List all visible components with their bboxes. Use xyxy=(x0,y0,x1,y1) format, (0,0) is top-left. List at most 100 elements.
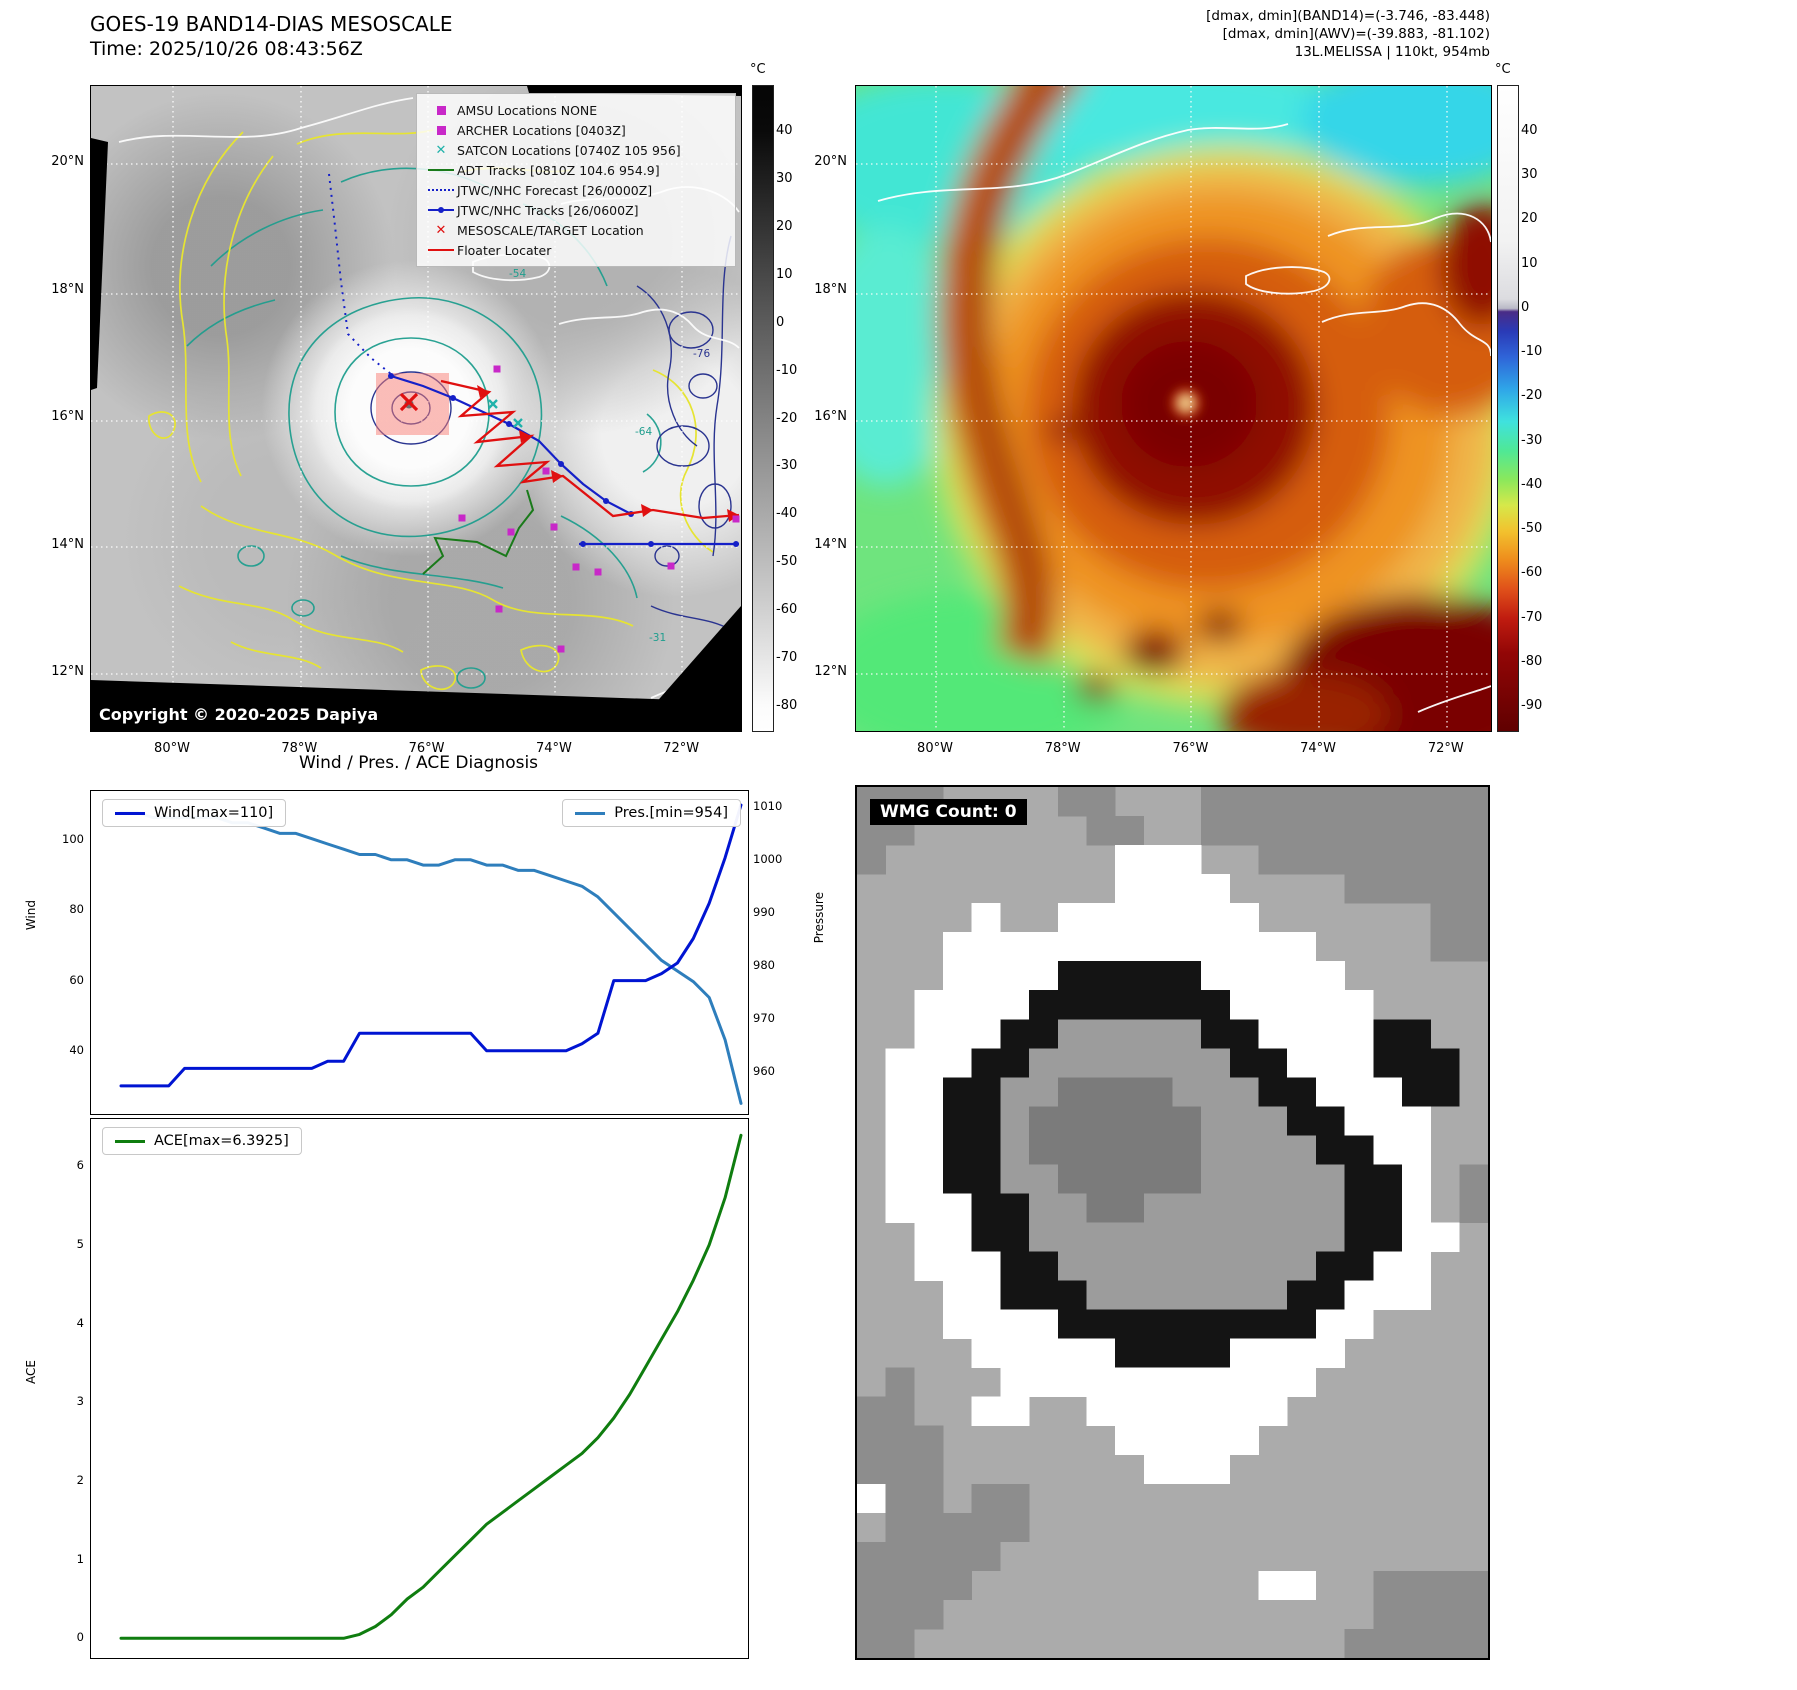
panel1-time: Time: 2025/10/26 08:43:56Z xyxy=(90,38,363,60)
jtwc-forecast-line xyxy=(328,173,392,375)
colorbar2-tick: -70 xyxy=(1521,609,1543,625)
ace-ytick: 2 xyxy=(76,1472,84,1487)
colorbar2-tick: -60 xyxy=(1521,565,1543,581)
ace-ytick: 4 xyxy=(76,1315,84,1330)
ace-line-icon xyxy=(115,1139,145,1143)
legend-label: ADT Tracks [0810Z 104.6 954.9] xyxy=(457,162,660,178)
legend-label: AMSU Locations NONE xyxy=(457,102,598,118)
series-line xyxy=(119,1133,743,1640)
colorbar1-tick: -60 xyxy=(776,602,798,618)
coastlines xyxy=(877,123,1491,713)
panel2-lon-tick: 74°W xyxy=(1300,741,1337,756)
panel2-lat-tick: 16°N xyxy=(814,409,847,424)
ace-ytick: 6 xyxy=(76,1158,84,1173)
pressure-legend-label: Pres.[min=954] xyxy=(614,805,728,821)
charts-title: Wind / Pres. / ACE Diagnosis xyxy=(298,753,539,773)
wind-legend-label: Wind[max=110] xyxy=(154,805,274,821)
panel1-lat-tick: 16°N xyxy=(51,409,84,424)
series-line xyxy=(119,803,743,1088)
panel1-lon-tick: 76°W xyxy=(408,741,445,756)
legend-label: MESOSCALE/TARGET Location xyxy=(457,222,644,238)
legend-label: SATCON Locations [0740Z 105 956] xyxy=(457,142,681,158)
red-x-icon: ✕ xyxy=(435,222,447,238)
wind-ytick: 80 xyxy=(69,902,84,917)
wind-ytick: 40 xyxy=(69,1042,84,1057)
legend-item-floater: Floater Locater xyxy=(425,240,727,260)
wind-axis-label: Wind xyxy=(24,900,38,931)
panel1-title: GOES-19 BAND14-DIAS MESOSCALE xyxy=(90,12,453,36)
pressure-line-icon xyxy=(575,811,606,815)
wind-ytick: 60 xyxy=(69,972,84,987)
panel1-satellite-map: AMSU Locations NONE ARCHER Locations [04… xyxy=(90,85,742,732)
panel2-lon-tick: 76°W xyxy=(1172,741,1209,756)
adt-track-line xyxy=(422,489,535,575)
pressure-ytick: 980 xyxy=(753,957,775,972)
ace-legend-label: ACE[max=6.3925] xyxy=(154,1133,289,1149)
colorbar1-tick: 20 xyxy=(776,218,793,234)
magenta-square-icon xyxy=(425,105,457,115)
colorbar1-tick: 0 xyxy=(776,314,785,330)
ace-ytick: 1 xyxy=(76,1551,84,1566)
magenta-square-icon xyxy=(425,125,457,135)
colorbar2-tick: 30 xyxy=(1521,167,1538,183)
colorbar2-tick: 40 xyxy=(1521,123,1538,138)
legend-label: Floater Locater xyxy=(457,242,552,258)
colorbar1-tick: -30 xyxy=(776,458,798,474)
colorbar2-tick: -90 xyxy=(1521,697,1543,713)
panel2-lon-tick: 72°W xyxy=(1427,741,1464,756)
legend-item-amsu: AMSU Locations NONE xyxy=(425,100,727,120)
colorbar2-tick: 20 xyxy=(1521,211,1538,227)
pressure-ytick: 990 xyxy=(753,904,775,919)
floater-arrowheads xyxy=(477,385,739,522)
colorbar2-tick: 0 xyxy=(1521,299,1530,315)
panel2-ir-color-map xyxy=(855,85,1492,732)
colorbar1-tick: -50 xyxy=(776,554,798,570)
panel2-header-line3: 13L.MELISSA | 110kt, 954mb xyxy=(1294,44,1490,60)
wmg-count-badge: WMG Count: 0 xyxy=(870,799,1027,825)
colorbar1-tick: 30 xyxy=(776,170,793,186)
wmg-pixel-grid xyxy=(857,787,1488,1658)
teal-contours xyxy=(186,167,662,689)
panel2-lat-tick: 14°N xyxy=(814,536,847,552)
panel2-colorbar xyxy=(1497,85,1519,732)
blue-dot-line-icon xyxy=(425,207,457,213)
hurricane-eye xyxy=(1171,388,1201,418)
ace-ytick: 5 xyxy=(76,1236,84,1251)
wind-pressure-chart xyxy=(90,790,749,1115)
track-overlays xyxy=(328,173,740,653)
colorbar2-tick: -30 xyxy=(1521,432,1543,448)
panel2-lon-tick: 78°W xyxy=(1044,741,1081,756)
panel1-legend: AMSU Locations NONE ARCHER Locations [04… xyxy=(416,93,736,267)
copyright-text: Copyright © 2020-2025 Dapiya xyxy=(99,705,379,724)
colorbar2-tick: 10 xyxy=(1521,255,1538,271)
colorbar1-tick: 40 xyxy=(776,123,793,138)
legend-item-forecast: JTWC/NHC Forecast [26/0000Z] xyxy=(425,180,727,200)
wind-ytick: 100 xyxy=(62,832,84,847)
panel2-lon-tick: 80°W xyxy=(917,741,953,756)
blue-dotted-line-icon xyxy=(425,189,457,191)
colorbar1-tick: -80 xyxy=(776,698,798,714)
pressure-legend: Pres.[min=954] xyxy=(562,799,741,827)
ace-ytick: 0 xyxy=(76,1630,84,1645)
ace-ytick: 3 xyxy=(76,1394,84,1409)
red-line-icon xyxy=(425,249,457,251)
colorbar1-tick: 10 xyxy=(776,266,793,282)
ace-chart xyxy=(90,1118,749,1659)
pressure-axis-label: Pressure xyxy=(812,892,826,944)
colorbar1-tick: -40 xyxy=(776,506,798,522)
panel2-lat-tick: 18°N xyxy=(814,281,847,297)
pressure-ytick: 960 xyxy=(753,1063,775,1078)
teal-x-icon: ✕ xyxy=(435,142,447,158)
colorbar1-tick: -70 xyxy=(776,650,798,666)
wind-legend: Wind[max=110] xyxy=(102,799,287,827)
panel2-header-line2: [dmax, dmin](AWV)=(-39.883, -81.102) xyxy=(1222,26,1490,42)
legend-label: ARCHER Locations [0403Z] xyxy=(457,122,626,138)
colorbar2-tick: -10 xyxy=(1521,344,1543,360)
pressure-ytick: 1000 xyxy=(753,851,783,866)
panel2-header-line1: [dmax, dmin](BAND14)=(-3.746, -83.448) xyxy=(1206,8,1490,24)
ace-legend: ACE[max=6.3925] xyxy=(102,1127,302,1155)
ir-color-field xyxy=(856,86,1491,731)
panel1-lon-tick: 72°W xyxy=(663,741,700,756)
green-line-icon xyxy=(425,169,457,171)
panel1-lat-tick: 18°N xyxy=(51,281,84,297)
